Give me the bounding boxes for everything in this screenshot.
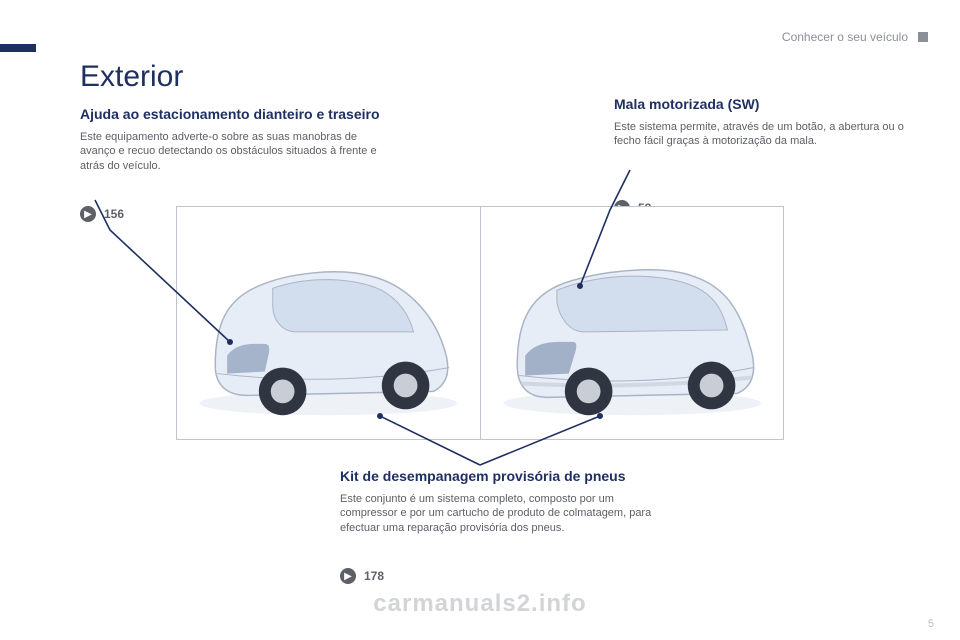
breadcrumb-label: Conhecer o seu veículo <box>782 30 908 44</box>
car-sedan-illustration <box>177 207 480 439</box>
section-heading: Kit de desempanagem provisória de pneus <box>340 468 660 486</box>
section-motorised-trunk: Mala motorizada (SW) Este sistema permit… <box>614 96 914 149</box>
figure-panel-wagon <box>480 207 784 439</box>
watermark: carmanuals2.info <box>0 590 960 618</box>
section-parking-aid: Ajuda ao estacionamento dianteiro e tras… <box>80 106 380 174</box>
section-tyre-kit: Kit de desempanagem provisória de pneus … <box>340 468 660 536</box>
play-icon: ▶ <box>80 206 96 222</box>
page-title: Exterior <box>80 60 183 94</box>
figure-cars <box>176 206 784 440</box>
page-ref-kit: ▶ 178 <box>340 568 384 584</box>
section-heading: Mala motorizada (SW) <box>614 96 914 114</box>
play-icon: ▶ <box>340 568 356 584</box>
section-body: Este sistema permite, através de um botã… <box>614 120 914 150</box>
section-body: Este equipamento adverte-o sobre as suas… <box>80 130 380 175</box>
section-body: Este conjunto é um sistema completo, com… <box>340 492 660 537</box>
page: Conhecer o seu veículo Exterior Ajuda ao… <box>0 0 960 640</box>
page-number: 5 <box>928 618 934 630</box>
figure-panel-sedan <box>177 207 480 439</box>
page-ref-parking: ▶ 156 <box>80 206 124 222</box>
page-ref-number: 178 <box>364 569 384 583</box>
page-ref-number: 156 <box>104 207 124 221</box>
section-heading: Ajuda ao estacionamento dianteiro e tras… <box>80 106 380 124</box>
margin-accent <box>0 44 36 52</box>
breadcrumb-marker-icon <box>918 32 928 42</box>
breadcrumb: Conhecer o seu veículo <box>782 30 928 44</box>
car-wagon-illustration <box>481 207 784 439</box>
